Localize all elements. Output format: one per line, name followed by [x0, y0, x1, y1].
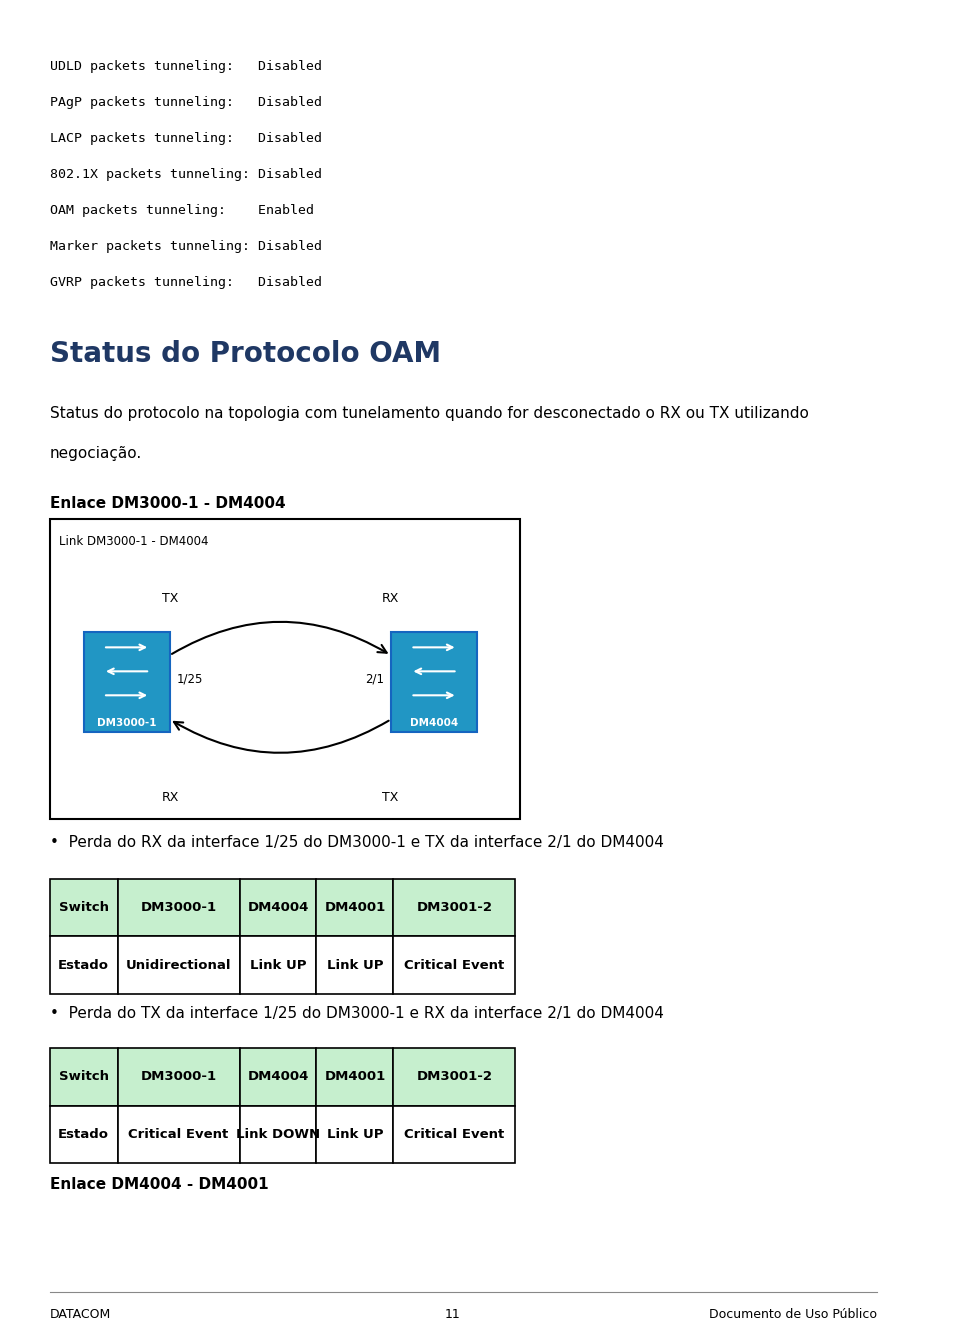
- Text: Switch: Switch: [59, 902, 108, 914]
- Text: GVRP packets tunneling:   Disabled: GVRP packets tunneling: Disabled: [50, 276, 322, 289]
- Text: Critical Event: Critical Event: [129, 1128, 228, 1140]
- Bar: [240, 1048, 317, 1106]
- Text: TX: TX: [382, 791, 398, 805]
- Text: Link DM3000-1 - DM4004: Link DM3000-1 - DM4004: [59, 535, 208, 549]
- Bar: [50, 519, 520, 819]
- Bar: [84, 633, 170, 733]
- Text: DM4004: DM4004: [248, 1071, 309, 1083]
- Bar: [317, 936, 394, 994]
- Text: DM4004: DM4004: [248, 902, 309, 914]
- Text: Link UP: Link UP: [250, 959, 306, 971]
- Bar: [240, 936, 317, 994]
- Text: Critical Event: Critical Event: [404, 959, 505, 971]
- Bar: [394, 1048, 516, 1106]
- Bar: [50, 936, 117, 994]
- Bar: [317, 1048, 394, 1106]
- Text: negociação.: negociação.: [50, 446, 142, 461]
- Bar: [117, 1048, 240, 1106]
- Text: Critical Event: Critical Event: [404, 1128, 505, 1140]
- Text: Switch: Switch: [59, 1071, 108, 1083]
- Bar: [317, 879, 394, 936]
- Bar: [117, 936, 240, 994]
- Text: Estado: Estado: [59, 1128, 109, 1140]
- Bar: [50, 879, 117, 936]
- Bar: [240, 1106, 317, 1163]
- Text: DATACOM: DATACOM: [50, 1308, 111, 1321]
- Text: PAgP packets tunneling:   Disabled: PAgP packets tunneling: Disabled: [50, 96, 322, 109]
- Text: Link UP: Link UP: [326, 959, 383, 971]
- Bar: [317, 1106, 394, 1163]
- Text: DM4001: DM4001: [324, 902, 386, 914]
- Text: Enlace DM4004 - DM4001: Enlace DM4004 - DM4001: [50, 1177, 269, 1192]
- Text: Link DOWN: Link DOWN: [236, 1128, 320, 1140]
- Text: Status do protocolo na topologia com tunelamento quando for desconectado o RX ou: Status do protocolo na topologia com tun…: [50, 406, 808, 421]
- Text: Unidirectional: Unidirectional: [126, 959, 231, 971]
- Bar: [394, 1106, 516, 1163]
- Text: Estado: Estado: [59, 959, 109, 971]
- Text: DM3001-2: DM3001-2: [417, 1071, 492, 1083]
- Bar: [50, 1106, 117, 1163]
- Text: Status do Protocolo OAM: Status do Protocolo OAM: [50, 340, 441, 368]
- Text: •  Perda do TX da interface 1/25 do DM3000-1 e RX da interface 2/1 do DM4004: • Perda do TX da interface 1/25 do DM300…: [50, 1006, 663, 1020]
- Text: DM4001: DM4001: [324, 1071, 386, 1083]
- Bar: [240, 879, 317, 936]
- Text: •  Perda do RX da interface 1/25 do DM3000-1 e TX da interface 2/1 do DM4004: • Perda do RX da interface 1/25 do DM300…: [50, 835, 663, 850]
- Text: RX: RX: [161, 791, 179, 805]
- Text: TX: TX: [162, 591, 179, 605]
- Text: LACP packets tunneling:   Disabled: LACP packets tunneling: Disabled: [50, 132, 322, 145]
- Text: Marker packets tunneling: Disabled: Marker packets tunneling: Disabled: [50, 240, 322, 253]
- Bar: [394, 879, 516, 936]
- Text: 802.1X packets tunneling: Disabled: 802.1X packets tunneling: Disabled: [50, 168, 322, 181]
- Text: RX: RX: [382, 591, 399, 605]
- Bar: [394, 936, 516, 994]
- Text: OAM packets tunneling:    Enabled: OAM packets tunneling: Enabled: [50, 204, 314, 217]
- Text: DM3000-1: DM3000-1: [140, 902, 217, 914]
- Text: UDLD packets tunneling:   Disabled: UDLD packets tunneling: Disabled: [50, 60, 322, 73]
- Text: DM3000-1: DM3000-1: [140, 1071, 217, 1083]
- FancyArrowPatch shape: [172, 622, 387, 654]
- Text: 2/1: 2/1: [365, 673, 384, 686]
- FancyArrowPatch shape: [174, 721, 389, 753]
- Text: DM4004: DM4004: [410, 718, 458, 727]
- Text: Link UP: Link UP: [326, 1128, 383, 1140]
- Bar: [50, 1048, 117, 1106]
- Text: 1/25: 1/25: [177, 673, 204, 686]
- Bar: [391, 633, 477, 733]
- Text: DM3000-1: DM3000-1: [97, 718, 156, 727]
- Text: Documento de Uso Público: Documento de Uso Público: [709, 1308, 877, 1321]
- Bar: [117, 1106, 240, 1163]
- Bar: [117, 879, 240, 936]
- Text: 11: 11: [444, 1308, 460, 1321]
- Text: DM3001-2: DM3001-2: [417, 902, 492, 914]
- Text: Enlace DM3000-1 - DM4004: Enlace DM3000-1 - DM4004: [50, 496, 285, 510]
